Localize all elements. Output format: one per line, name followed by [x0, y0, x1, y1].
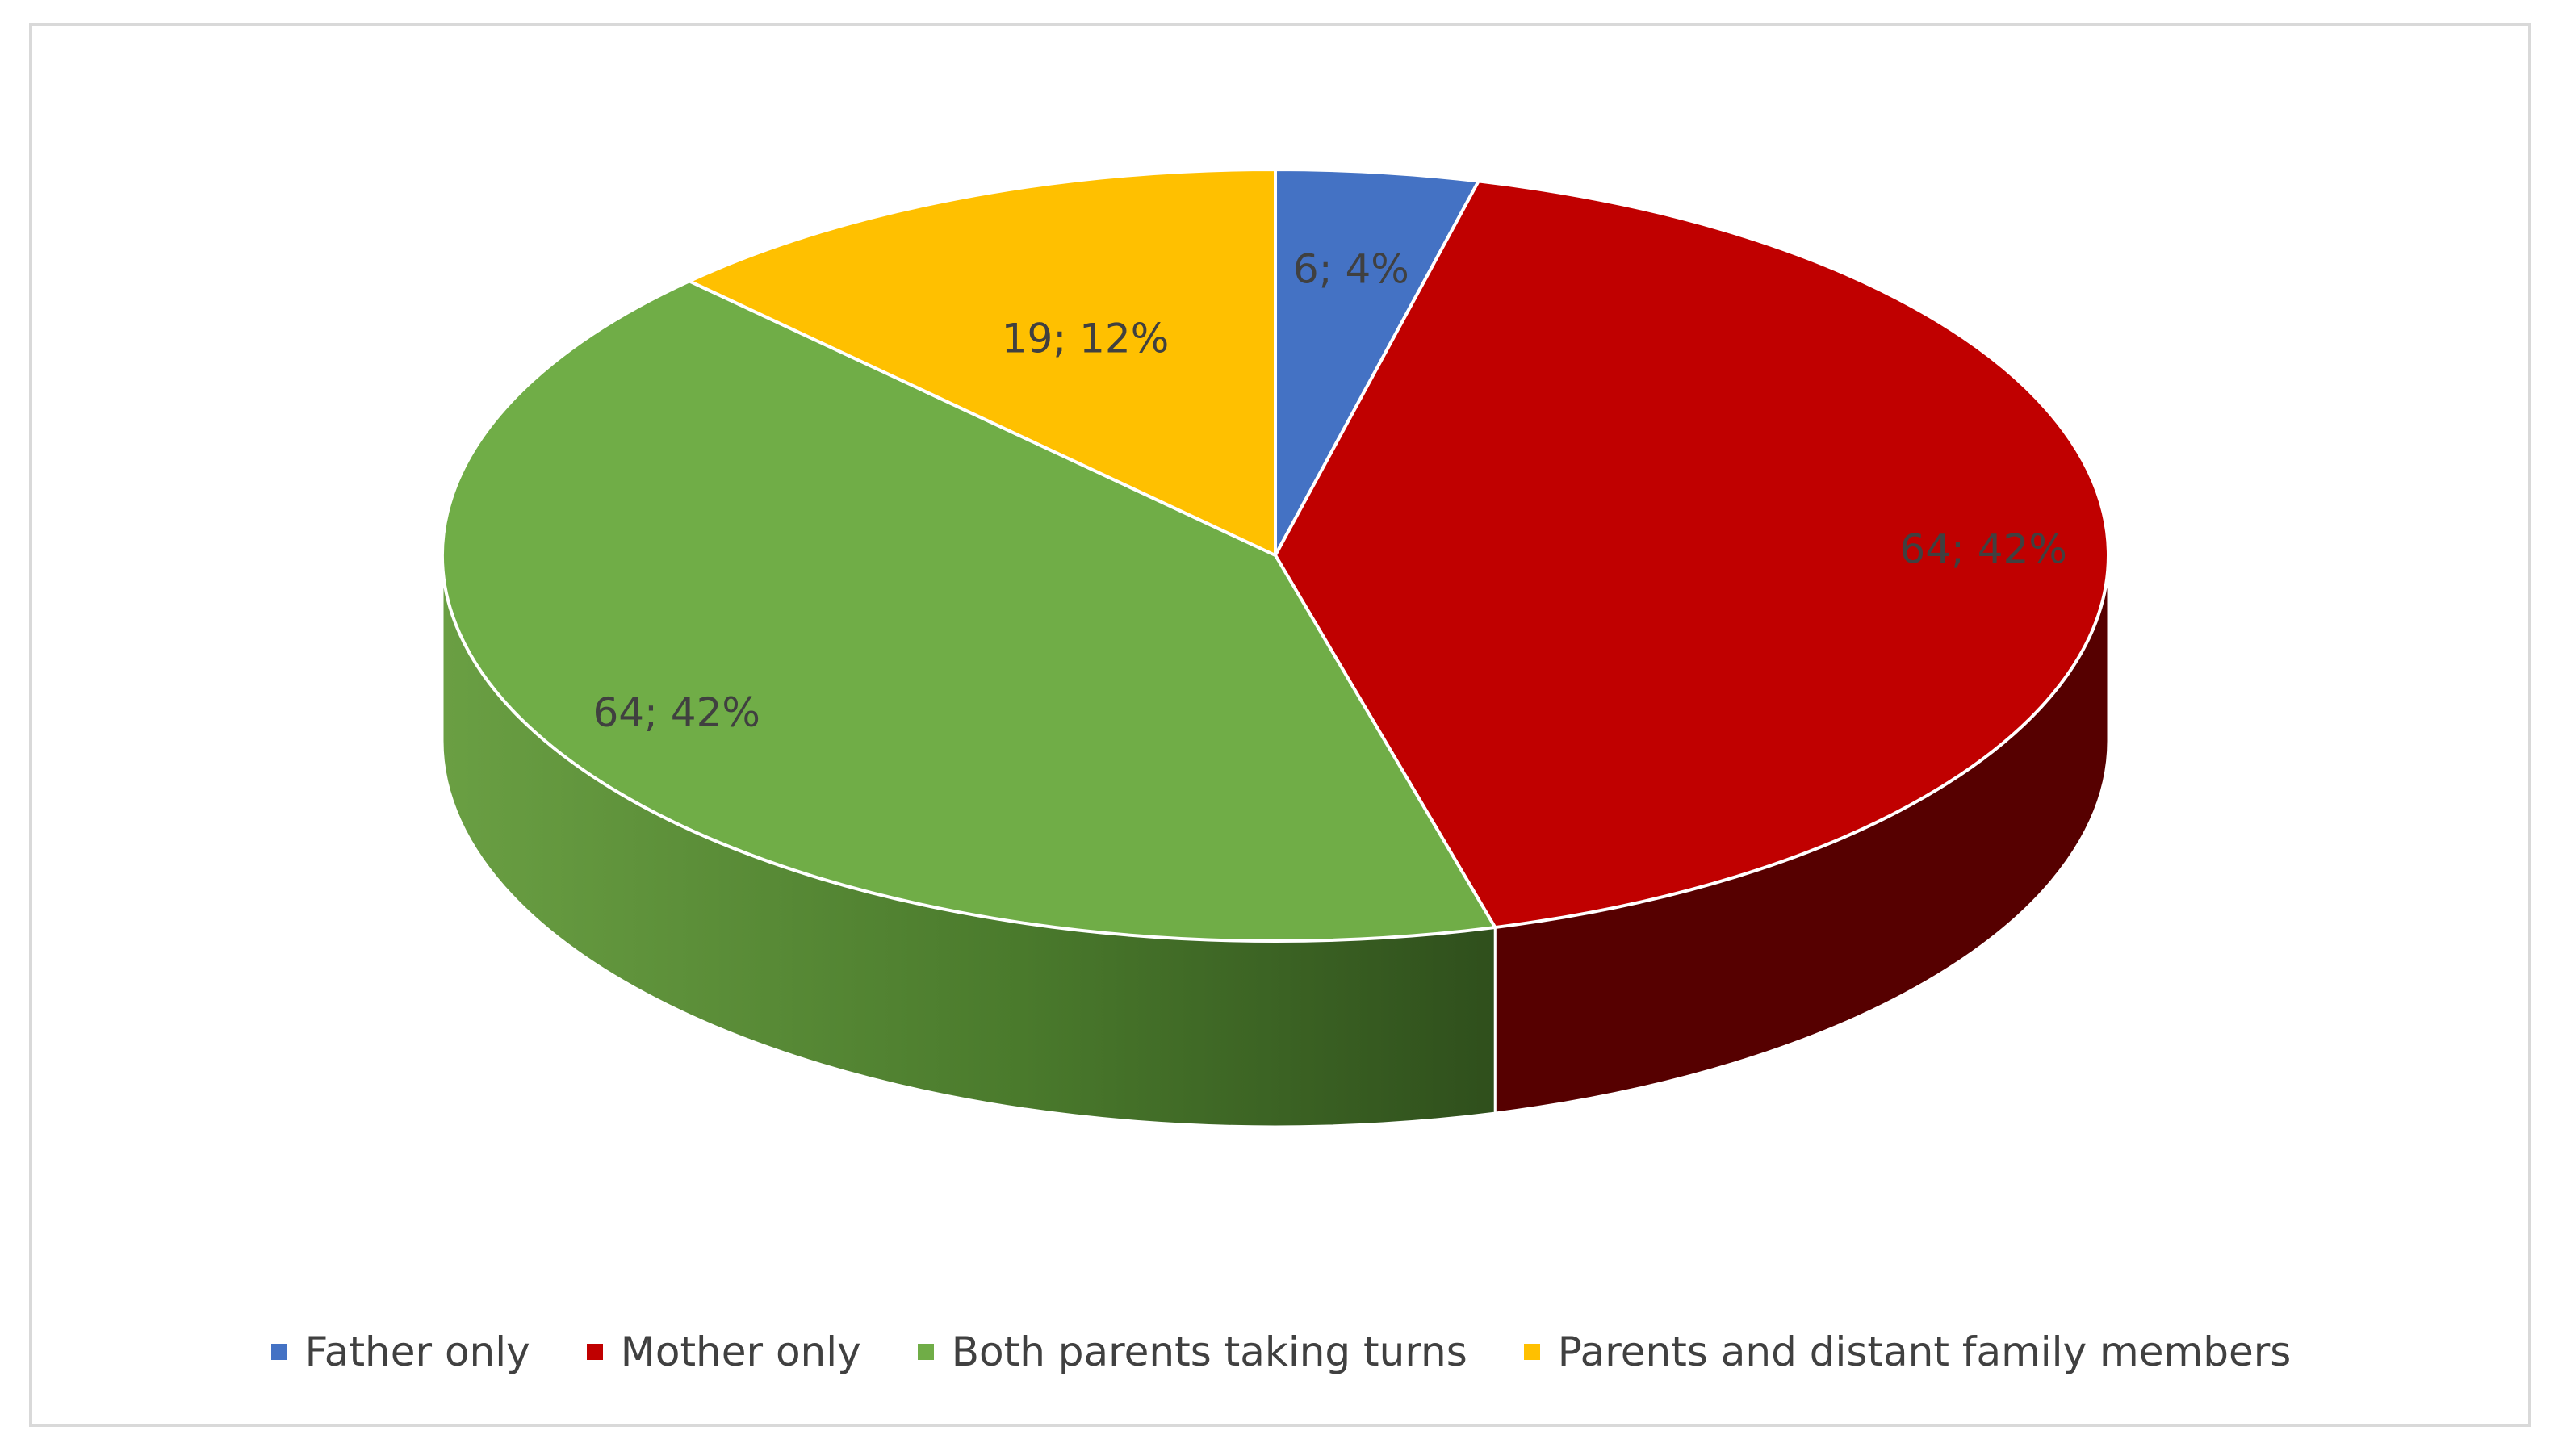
legend: Father only Mother only Both parents tak…: [0, 1324, 2562, 1380]
legend-label-parents-and-distant: Parents and distant family members: [1557, 1328, 2292, 1375]
legend-item-both-parents: Both parents taking turns: [917, 1328, 1467, 1375]
legend-label-both-parents: Both parents taking turns: [951, 1328, 1467, 1375]
slice-mother-only: [1274, 179, 2110, 930]
legend-item-mother-only: Mother only: [586, 1328, 861, 1375]
pie-data-labels: 6; 4% 64; 42% 64; 42% 19; 12%: [592, 245, 2066, 735]
legend-label-mother-only: Mother only: [620, 1328, 861, 1375]
legend-item-parents-and-distant: Parents and distant family members: [1523, 1328, 2292, 1375]
legend-swatch-mother-only: [586, 1344, 603, 1360]
slice-both-parents-taking-turns: [441, 279, 1497, 943]
slice-parents-and-distant-family-members: [688, 168, 1277, 557]
data-label-mother-only: 64; 42%: [1899, 525, 2067, 572]
data-label-parents-and-distant-family-members: 19; 12%: [1002, 315, 1170, 362]
legend-swatch-father-only: [270, 1344, 287, 1360]
legend-item-father-only: Father only: [270, 1328, 530, 1375]
pie-tops: [441, 168, 2110, 943]
data-label-both-parents-taking-turns: 64; 42%: [592, 689, 760, 736]
legend-swatch-both-parents: [917, 1344, 934, 1360]
data-label-father-only: 6; 4%: [1293, 245, 1409, 292]
legend-swatch-parents-and-distant: [1523, 1344, 1540, 1360]
legend-label-father-only: Father only: [304, 1328, 530, 1375]
